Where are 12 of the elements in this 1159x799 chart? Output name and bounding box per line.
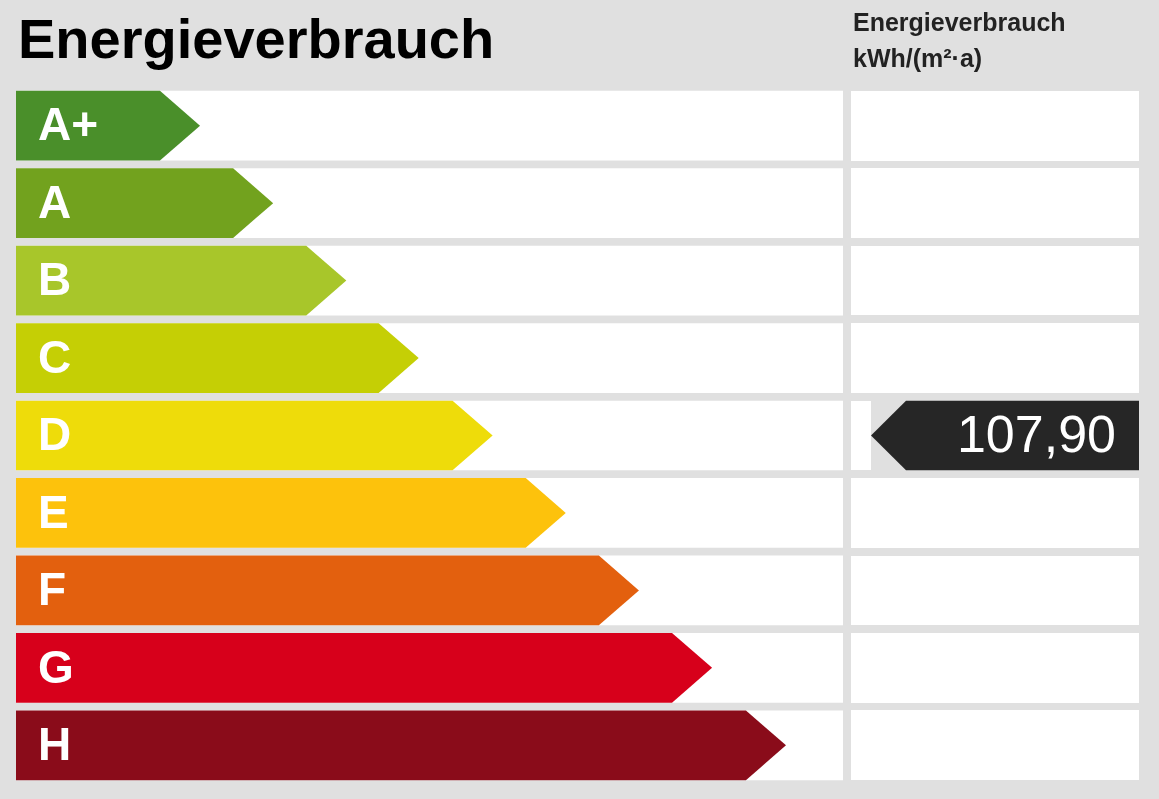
y-tick-label: F [38,563,67,616]
y-tick-label: B [38,253,72,306]
y-tick-label: D [38,408,72,461]
y-tick-label: A+ [38,98,99,151]
text: Energieverbrauch kWh/(m²·a) [853,7,1067,75]
y-tick-label: H [38,717,72,770]
chart-title: Energieverbrauch [18,6,495,71]
y-tick-label: E [38,485,69,538]
y-tick-label: A [38,175,72,228]
text: 107,90 [956,404,1116,463]
y-tick-label: C [38,330,72,383]
y-tick-label: G [38,640,74,693]
